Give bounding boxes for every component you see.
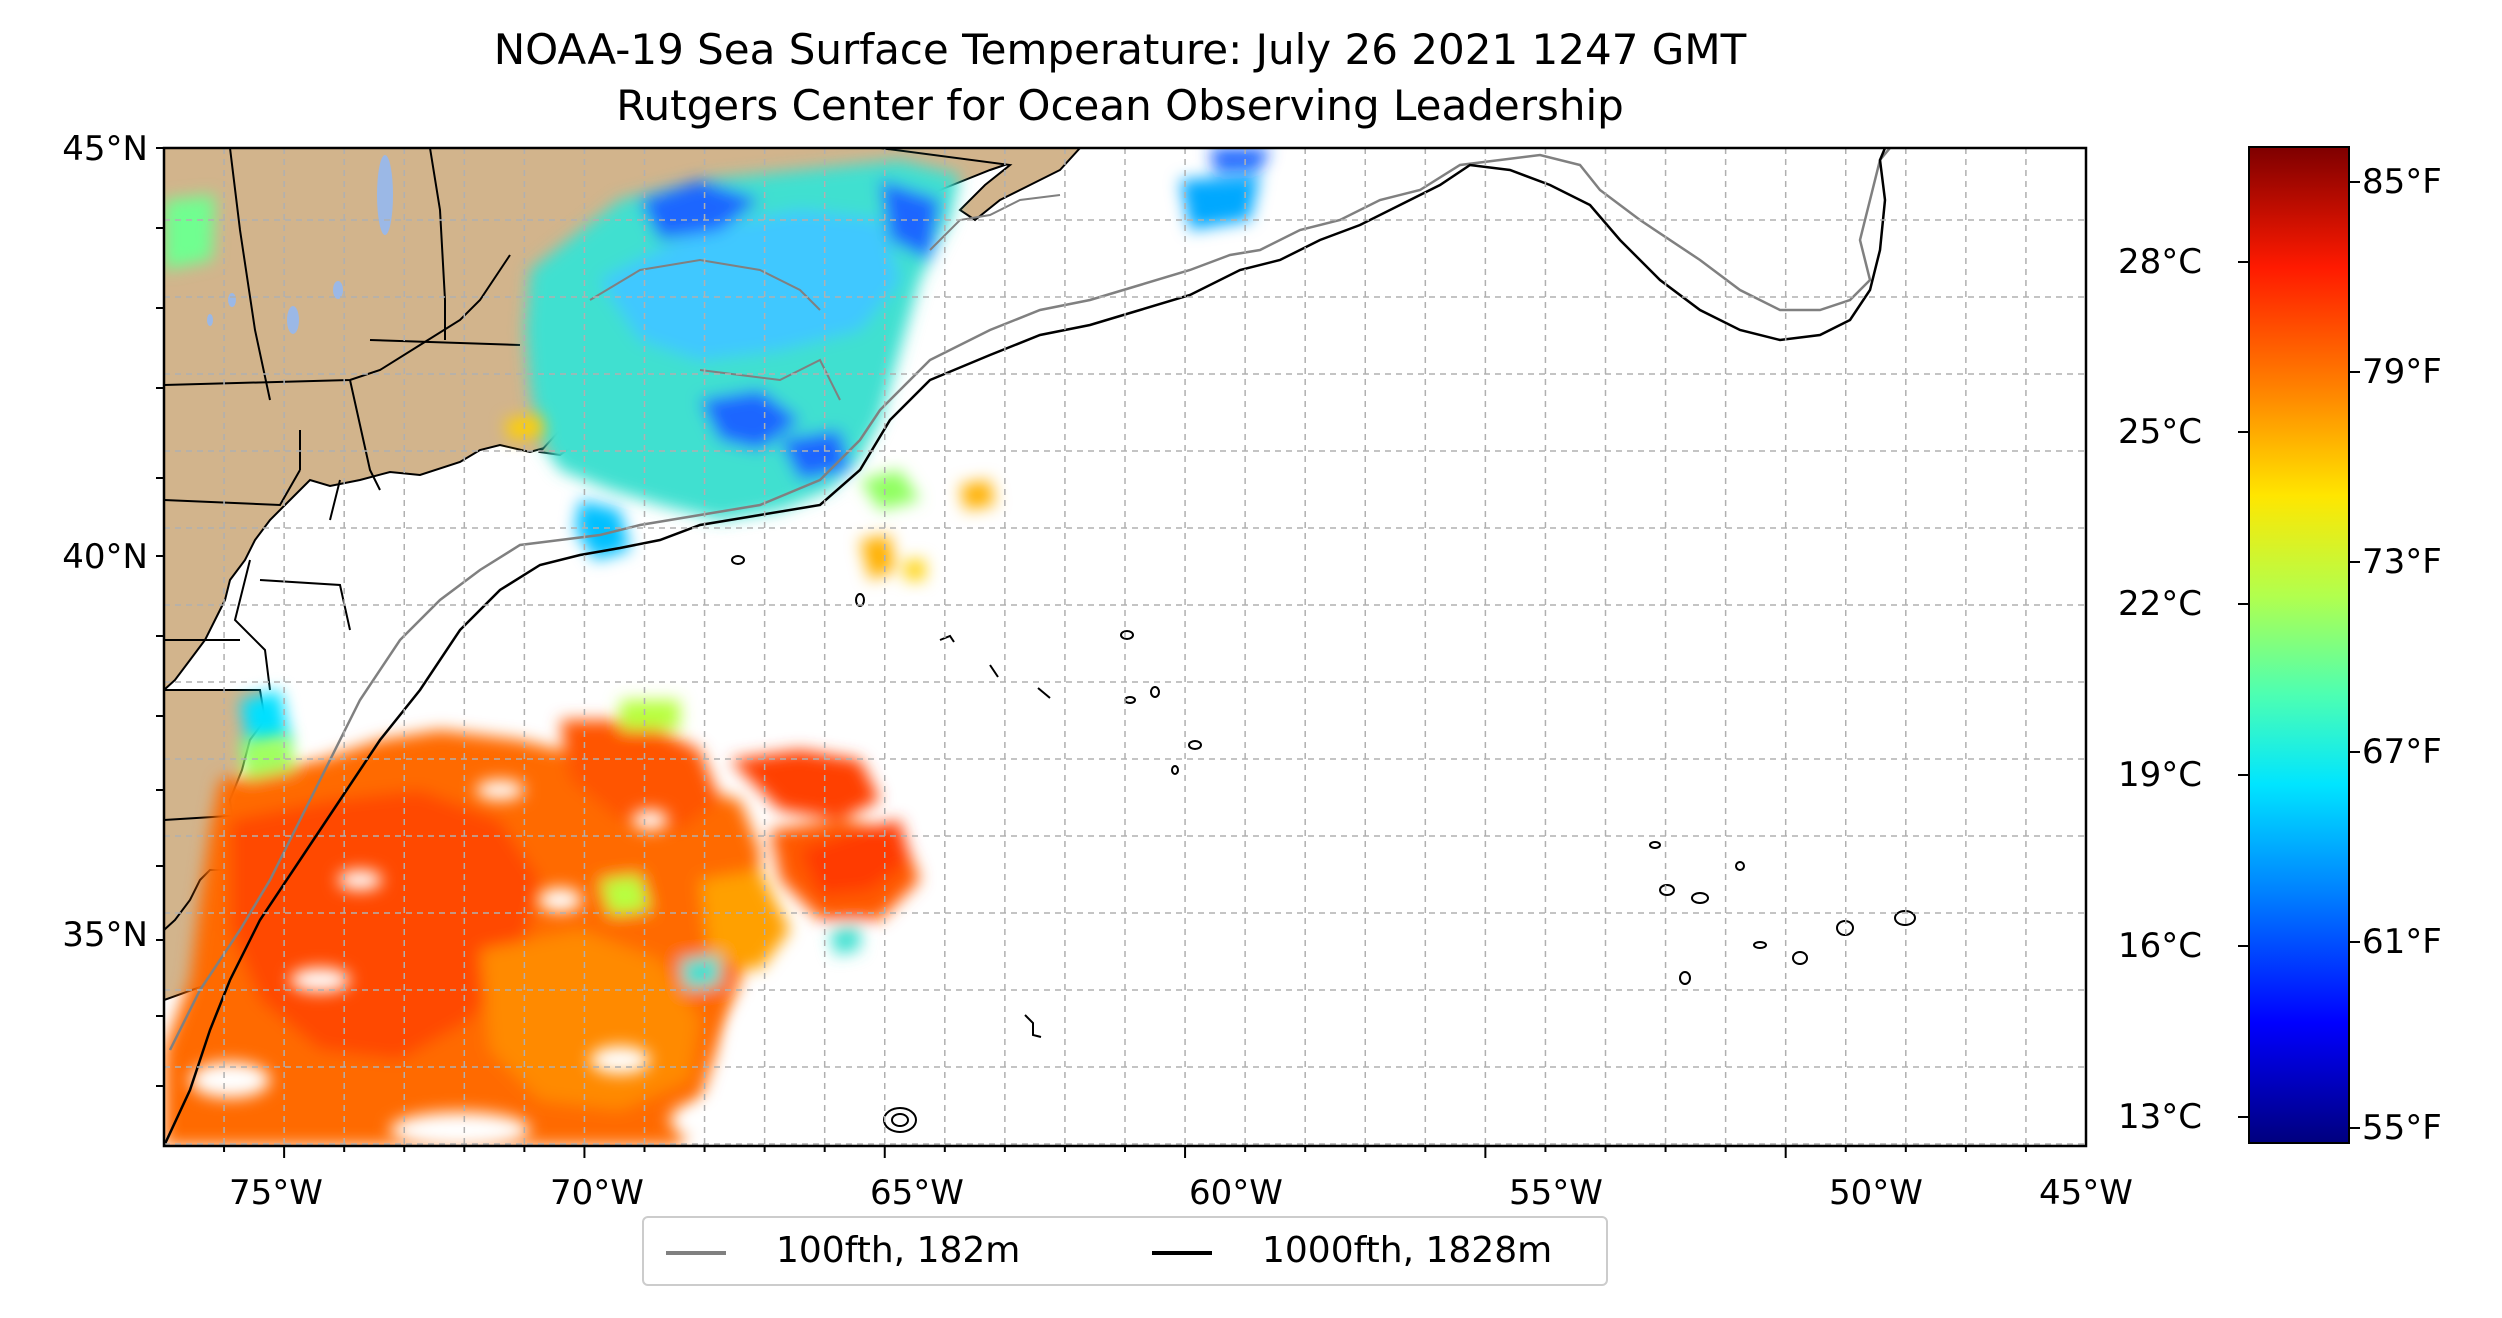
map-subtitle: Rutgers Center for Ocean Observing Leade… <box>616 81 1624 130</box>
lon-label-70w: 70°W <box>550 1173 644 1213</box>
temperature-colorbar <box>2248 146 2350 1144</box>
lat-label-40n: 40°N <box>62 537 148 577</box>
cbar-c-13: 13°C <box>2118 1097 2203 1137</box>
cbar-c-16: 16°C <box>2118 926 2203 966</box>
isobath-1000fth <box>164 148 1887 1146</box>
lat-label-45n: 45°N <box>62 129 148 169</box>
cloud-gaps <box>190 780 790 1146</box>
cbar-c-22: 22°C <box>2118 584 2203 624</box>
isobath-legend: 100fth, 182m 1000fth, 1828m <box>642 1216 1608 1286</box>
cbar-f-55: 55°F <box>2362 1108 2442 1148</box>
sst-warm-region <box>164 700 920 1146</box>
nova-scotia <box>879 148 1082 222</box>
gridlines <box>164 148 2086 1146</box>
cbar-c-28: 28°C <box>2118 242 2203 282</box>
axis-ticks <box>156 147 2027 1158</box>
lon-label-45w: 45°W <box>2039 1173 2133 1213</box>
cbar-f-85: 85°F <box>2362 162 2442 202</box>
legend-swatch-1000fth <box>1152 1251 1212 1255</box>
lon-label-60w: 60°W <box>1189 1173 1283 1213</box>
cbar-c-19: 19°C <box>2118 755 2203 795</box>
lon-label-65w: 65°W <box>870 1173 964 1213</box>
lon-label-75w: 75°W <box>229 1173 323 1213</box>
lat-label-35n: 35°N <box>62 915 148 955</box>
sst-warm-patches-north <box>505 415 995 580</box>
cbar-f-79: 79°F <box>2362 352 2442 392</box>
cbar-f-67: 67°F <box>2362 732 2442 772</box>
cbar-f-61: 61°F <box>2362 922 2442 962</box>
lon-label-55w: 55°W <box>1509 1173 1603 1213</box>
cbar-f-73: 73°F <box>2362 542 2442 582</box>
map-title: NOAA-19 Sea Surface Temperature: July 26… <box>493 25 1747 74</box>
isobath-100fth-gom <box>589 194 1061 401</box>
lon-label-50w: 50°W <box>1829 1173 1923 1213</box>
legend-label-1000fth: 1000fth, 1828m <box>1262 1230 1553 1271</box>
lakes <box>207 155 393 334</box>
seamounts <box>731 555 1916 1133</box>
legend-label-100fth: 100fth, 182m <box>776 1230 1021 1271</box>
legend-swatch-100fth <box>666 1251 726 1255</box>
cbar-c-25: 25°C <box>2118 412 2203 452</box>
